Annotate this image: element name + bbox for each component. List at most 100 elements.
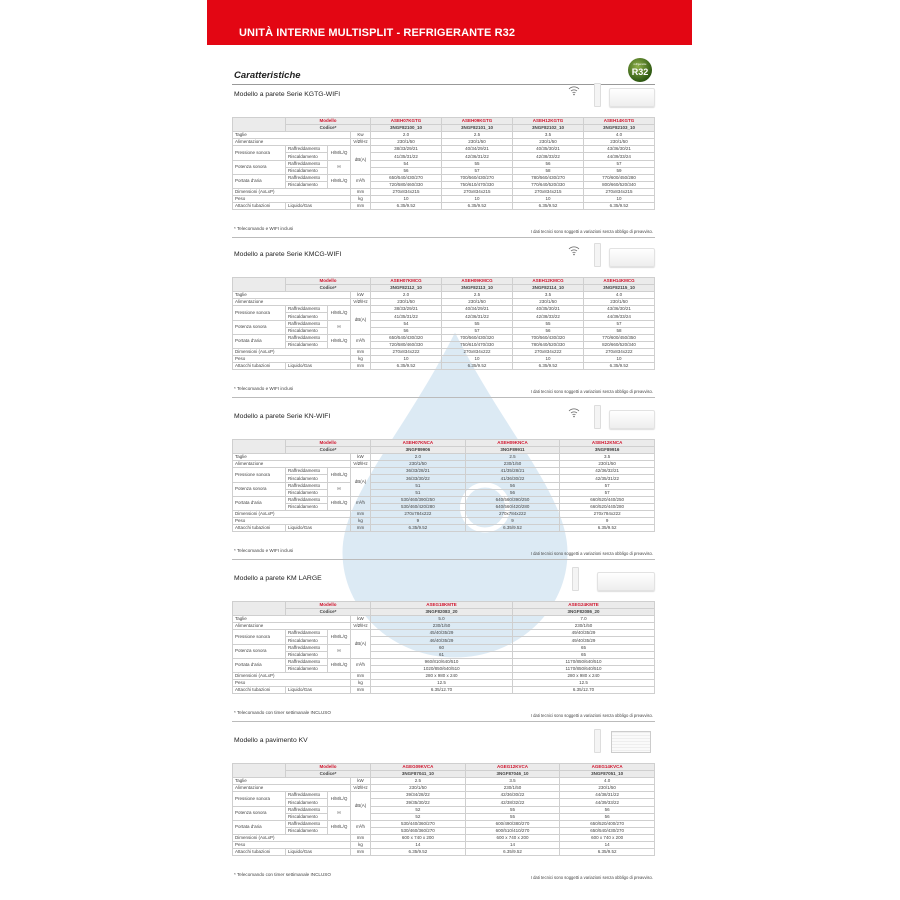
- table-cell: mm: [349, 686, 372, 695]
- table-cell: 58: [582, 326, 656, 335]
- table-cell: 3NGF82113_10: [441, 284, 513, 293]
- table-cell: ASEH12KMCG: [511, 276, 584, 286]
- table-cell: Riscaldamento: [285, 502, 328, 511]
- table-cell: kg: [349, 195, 372, 204]
- table-row: Pressione sonora Raffreddamento H/M/L/Q dB(…: [232, 629, 655, 659]
- table-cell: Portata d'aria: [232, 495, 286, 511]
- table-cell: Potenza sonora: [232, 643, 286, 659]
- table-cell: 3NGF82083_20: [370, 608, 513, 617]
- table-cell: 5.0: [370, 615, 513, 624]
- table-cell: kW: [349, 453, 372, 462]
- table-cell: 3NGF82100_10: [370, 124, 442, 133]
- table-cell: mm: [349, 833, 372, 843]
- table-row: Peso kg 9 9 9: [232, 517, 655, 526]
- table-cell: 45/40/35/29: [370, 629, 513, 638]
- table-cell: 10: [370, 355, 442, 364]
- table-cell: Riscaldamento: [285, 664, 328, 673]
- table-cell: kg: [349, 355, 372, 364]
- table-cell: Peso: [232, 355, 351, 364]
- table-cell: 12.5: [512, 679, 655, 688]
- table-cell: ASEH07KNCA: [370, 438, 466, 448]
- disclaimer: I dati tecnici sono soggetti a variazion…: [530, 551, 653, 556]
- table-cell: Riscaldamento: [285, 340, 328, 349]
- table-cell: Pressione sonora: [232, 629, 286, 645]
- table-cell: mm: [349, 187, 372, 197]
- table-cell: Riscaldamento: [285, 650, 328, 659]
- table-cell: [232, 600, 286, 617]
- table-cell: 51: [370, 488, 466, 497]
- table-cell: 720/580/460/330: [370, 340, 442, 349]
- table-cell: 41/35/28/21: [464, 467, 561, 476]
- table-cell: Codice*: [284, 284, 372, 293]
- table-row: Riscaldamento 530/460/360/270 600/510/410/…: [233, 826, 655, 835]
- section-title: Modello a parete KM LARGE: [234, 575, 322, 582]
- table-row: Potenza sonora Raffreddamento H 54 55 56 57: [232, 159, 656, 175]
- section-title: Modello a parete Serie KN-WIFI: [234, 413, 331, 420]
- model-row: Modello ASEH07KGTG ASEH09KGTG ASEH12KGTG ASE…: [232, 116, 656, 133]
- table-cell: 56: [559, 812, 655, 821]
- table-cell: 230/1/50: [511, 138, 584, 147]
- table-cell: 9: [464, 517, 561, 526]
- table-cell: 2.0: [370, 291, 442, 300]
- table-cell: 270x834x222: [441, 347, 513, 357]
- table-cell: Potenza sonora: [232, 481, 286, 497]
- table-cell: 660/520/440/280: [559, 502, 655, 511]
- table-row: Taglie kW 2.0 2.5 3.5: [232, 453, 655, 462]
- table-cell: Dimensioni (AxLxP): [232, 671, 351, 681]
- table-cell: Raffreddamento: [285, 805, 328, 814]
- table-cell: Alimentazione: [232, 298, 351, 307]
- table-row: Peso kg 10 10 10 10: [232, 355, 656, 364]
- table-cell: 57: [441, 166, 513, 175]
- table-row: Portata d'aria Raffreddamento H/M/L/Q m³/h 6…: [232, 333, 656, 349]
- table-cell: Taglie: [232, 453, 351, 462]
- table-cell: 44/39/33/22: [559, 798, 655, 807]
- table-cell: ASEG24KMTE: [512, 600, 655, 610]
- table-cell: 57: [559, 488, 655, 497]
- table-cell: Taglie: [232, 291, 351, 300]
- model-row: Modello ASEH07KNCA ASEH09KNCA ASEH12KNCA: [232, 438, 655, 455]
- disclaimer: I dati tecnici sono soggetti a variazion…: [530, 229, 653, 234]
- table-row: Riscaldamento 61 65: [233, 650, 655, 659]
- table-cell: 270x784x222: [464, 509, 561, 519]
- table-cell: H/M/L/Q: [327, 305, 351, 321]
- table-cell: 6.35/9.52: [582, 362, 656, 371]
- table-cell: 4.0: [582, 291, 656, 300]
- table-row: Alimentazione V/Ø/Hz 230/1/50 230/1/50 230/1…: [232, 784, 655, 793]
- table-cell: 42/38/32/22: [464, 798, 561, 807]
- table-row: Potenza sonora Raffreddamento H 54 55 55 57: [232, 319, 656, 335]
- footnote: * Telecomando e WIFI inclusi: [234, 548, 294, 553]
- table-cell: [232, 116, 286, 133]
- table-row: Taglie kW 2.5 3.5 4.0: [232, 777, 655, 786]
- table-cell: 3NGF87051_10: [559, 770, 655, 779]
- table-cell: 230/1/50: [441, 298, 513, 307]
- section-title: Modello a parete Serie KMCG-WIFI: [234, 251, 342, 258]
- table-cell: Raffreddamento: [285, 791, 328, 800]
- page-header-title: UNITÀ INTERNE MULTISPLIT - REFRIGERANTE …: [239, 27, 516, 39]
- remote-control-image: [594, 729, 601, 753]
- table-row: Riscaldamento 39/35/30/22 42/38/32/22 44/39…: [233, 798, 655, 807]
- table-cell: Modello: [284, 276, 372, 286]
- table-cell: 700/560/430/320: [441, 333, 513, 342]
- table-cell: 6.35/9.52: [441, 202, 513, 211]
- table-cell: 49/40/35/29: [512, 636, 655, 645]
- table-cell: 56: [559, 805, 655, 814]
- table-cell: 10: [441, 355, 513, 364]
- spec-table: Modello ASEH07KMCG ASEH09KMCG ASEH12KMCG ASE…: [232, 276, 656, 371]
- table-cell: 640/560/420/280: [464, 502, 561, 511]
- table-cell: Attacchi tubazioni: [232, 524, 286, 533]
- table-cell: H/M/L/Q: [327, 333, 351, 349]
- table-row: Riscaldamento 52 55 56: [233, 812, 655, 821]
- table-cell: Liquido/Gas: [285, 848, 351, 857]
- table-cell: 780/640/520/330: [511, 340, 584, 349]
- table-cell: H/M/L/Q: [327, 145, 351, 161]
- table-cell: 270x784x222: [370, 509, 466, 519]
- wifi-icon: [568, 86, 580, 96]
- table-cell: 41/36/30/22: [464, 474, 561, 483]
- table-cell: ASEH12KNCA: [559, 438, 655, 448]
- table-cell: V/Ø/Hz: [349, 138, 372, 147]
- table-cell: 750/610/470/330: [441, 180, 513, 189]
- footnote: * Telecomando con timer settimanale INCL…: [234, 710, 331, 715]
- code-row: Codice* 3NGF87041_10 3NGF87046_10 3NGF87051…: [233, 770, 655, 779]
- code-row: Codice* 3NGF82112_10 3NGF82113_10 3NGF82114…: [233, 284, 656, 293]
- table-cell: 770/600/450/350: [582, 333, 656, 342]
